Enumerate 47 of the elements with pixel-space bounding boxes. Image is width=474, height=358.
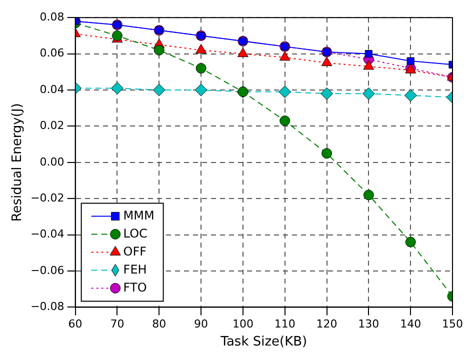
y-axis-title: Residual Energy(J) [10,103,26,222]
x-tick-label: 130 [358,318,380,331]
legend-label: FEH [123,262,147,276]
point [196,44,206,54]
point [362,87,375,100]
point [406,57,414,65]
point [278,86,292,98]
point [196,63,206,74]
y-tick-label: 0.02 [40,119,64,132]
y-tick-label: −0.06 [30,264,64,277]
point [363,60,374,70]
legend-label: LOC [123,226,148,240]
point [152,84,166,96]
y-tick-label: 0.04 [40,82,64,96]
point [321,56,332,66]
x-tick-label: 110 [274,318,296,331]
y-tick-label: −0.08 [30,300,64,314]
x-tick-label: 140 [400,318,422,331]
point [112,30,122,41]
legend-label: MMM [123,208,154,222]
point [405,236,416,248]
point [238,48,248,58]
point [364,50,372,58]
legend-label: FTO [123,280,147,294]
x-axis-title: Task Size(KB) [220,334,308,350]
point [110,82,124,94]
point [154,44,164,56]
point [363,190,374,200]
point [194,84,208,96]
x-tick-label: 100 [232,318,254,331]
point [280,116,290,126]
point [404,89,417,102]
x-tick-label: 60 [68,318,82,331]
y-tick-label: −0.04 [30,228,64,241]
point [279,51,290,61]
x-tick-label: 70 [110,318,124,331]
y-tick-label: 0.08 [40,10,64,24]
x-tick-label: 90 [194,318,208,331]
x-tick-label: 150 [442,318,463,331]
x-tick-label: 120 [316,318,338,331]
y-tick-label: −0.02 [30,191,64,204]
y-tick-label: 0.00 [40,155,64,168]
x-tick-label: 80 [152,318,166,331]
point [322,148,332,159]
y-tick-label: 0.06 [40,46,64,60]
point [320,87,334,100]
legend-label: OFF [123,244,147,258]
